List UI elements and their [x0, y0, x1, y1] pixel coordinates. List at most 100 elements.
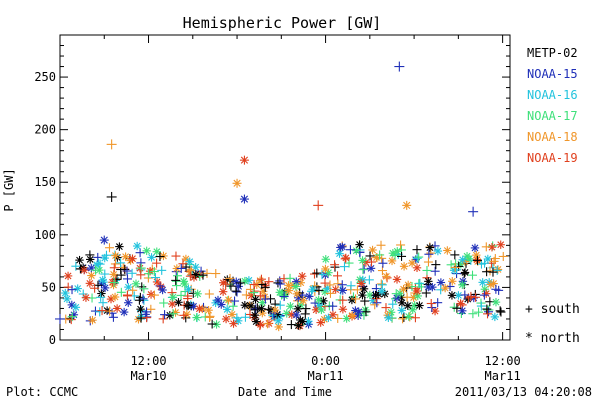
data-point: [185, 271, 195, 281]
data-point: [352, 285, 362, 295]
data-point: [299, 296, 308, 305]
data-point: [344, 258, 354, 268]
data-point: [193, 289, 202, 298]
data-point: [313, 200, 324, 211]
data-point: [443, 246, 452, 255]
plot-frame: [59, 34, 511, 341]
data-point: [424, 249, 434, 259]
data-point: [474, 307, 484, 317]
data-point: [301, 304, 311, 314]
data-point: [321, 255, 330, 264]
legend-entry: NOAA-15: [527, 67, 578, 81]
data-point: [399, 262, 409, 271]
plot-timestamp: 2011/03/13 04:20:08: [455, 385, 592, 399]
data-point: [482, 304, 492, 314]
data-point: [116, 270, 126, 280]
data-point: [433, 298, 443, 308]
data-point: [81, 293, 91, 302]
data-point: [136, 270, 146, 280]
data-point: [415, 278, 425, 288]
data-point: [132, 241, 142, 251]
x-axis: 12:00Mar100:00Mar1112:00Mar110:00Mar1212…: [59, 35, 521, 383]
data-point: [358, 290, 367, 300]
data-point: [100, 253, 109, 263]
data-point: [257, 304, 266, 313]
data-point: [138, 294, 148, 304]
data-point: [100, 283, 110, 293]
data-point: [152, 247, 161, 256]
data-point: [274, 322, 283, 332]
data-point: [71, 303, 81, 312]
data-point: [91, 265, 101, 275]
data-point: [336, 243, 345, 252]
data-point: [308, 285, 317, 294]
y-axis-label: P [GW]: [2, 168, 16, 211]
data-point: [273, 278, 283, 288]
data-point: [412, 286, 422, 296]
data-point: [135, 248, 145, 258]
data-point: [324, 313, 333, 323]
data-point: [221, 279, 231, 289]
data-point: [75, 255, 84, 265]
data-point: [256, 274, 266, 284]
data-point: [479, 290, 489, 300]
data-point: [320, 278, 330, 288]
data-point: [152, 277, 162, 287]
data-point: [333, 313, 343, 323]
data-point: [207, 319, 217, 329]
data-point: [95, 307, 105, 317]
data-point: [111, 251, 120, 260]
data-point: [171, 276, 181, 286]
data-point: [86, 255, 95, 264]
data-point: [98, 298, 108, 308]
data-point: [116, 258, 126, 268]
data-point: [494, 285, 504, 295]
data-point: [213, 295, 223, 305]
data-point: [222, 305, 232, 314]
data-point: [351, 294, 361, 304]
data-point: [235, 278, 245, 288]
y-tick-label: 200: [34, 123, 56, 137]
data-point: [333, 271, 343, 281]
data-point: [402, 200, 412, 210]
data-point: [410, 313, 420, 323]
data-point: [218, 287, 228, 296]
data-point: [93, 252, 103, 262]
data-point: [202, 268, 212, 278]
data-point: [480, 258, 490, 268]
data-point: [90, 283, 100, 293]
data-point: [110, 259, 120, 269]
data-point: [85, 279, 95, 288]
data-point: [412, 253, 422, 263]
data-point: [378, 258, 388, 268]
data-point: [196, 266, 206, 276]
data-point: [358, 256, 367, 265]
data-point: [316, 318, 325, 327]
data-point: [452, 265, 462, 275]
data-point: [159, 251, 168, 261]
data-point: [109, 270, 118, 279]
data-point: [168, 309, 178, 319]
data-point: [115, 242, 124, 251]
data-point: [279, 292, 289, 302]
data-point: [458, 280, 467, 290]
data-point: [124, 298, 133, 307]
data-point: [478, 278, 487, 287]
data-point: [468, 270, 478, 280]
data-point: [204, 305, 213, 315]
data-point: [335, 249, 344, 258]
data-point: [450, 250, 460, 260]
data-point: [226, 281, 236, 291]
data-point: [495, 306, 505, 316]
data-point: [152, 258, 162, 268]
data-point: [179, 310, 189, 320]
data-point: [421, 288, 431, 298]
data-point: [387, 256, 397, 266]
data-point: [240, 276, 250, 286]
data-point: [255, 291, 265, 301]
data-point: [85, 250, 95, 260]
data-point: [305, 292, 314, 301]
data-point: [264, 277, 274, 287]
data-point: [414, 252, 424, 262]
data-point: [447, 291, 457, 300]
